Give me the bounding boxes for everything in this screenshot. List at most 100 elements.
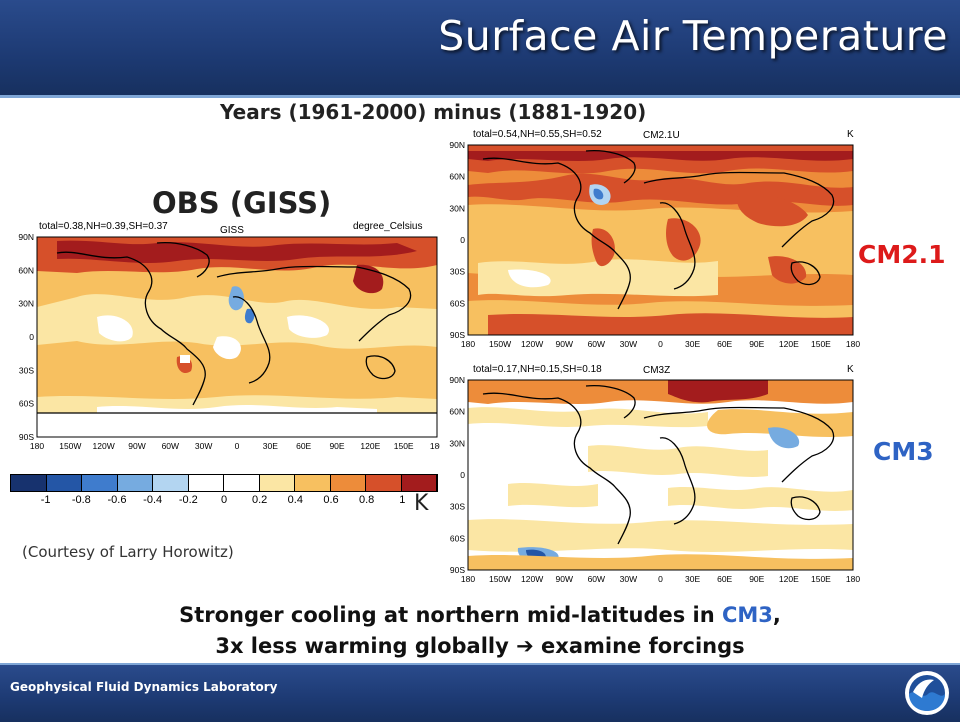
lat-tick-label: 90N (449, 140, 465, 150)
colorbar-cell (330, 475, 366, 491)
conclusion-line2-prefix: 3x less warming globally (215, 634, 517, 658)
arrow-right-icon: ➔ (516, 634, 534, 658)
lon-tick-label: 30E (685, 574, 700, 584)
lat-tick-label: 30N (449, 203, 465, 213)
lon-tick-label: 180 (461, 339, 475, 349)
lon-tick-label: 120W (521, 339, 543, 349)
colorbar-tick-label: -0.8 (71, 494, 91, 506)
obs-map: total=0.38,NH=0.39,SH=0.37 GISS degree_C… (18, 221, 440, 451)
lon-tick-label: 150W (489, 339, 511, 349)
colorbar-cell (295, 475, 331, 491)
lon-tick-label: 0 (658, 339, 663, 349)
colorbar-tick-label: -0.6 (107, 494, 127, 506)
obs-units: degree_Celsius (353, 221, 423, 232)
lon-tick-label: 30W (620, 339, 637, 349)
colorbar-tick-label: 0 (220, 494, 228, 506)
lon-tick-label: 0 (658, 574, 663, 584)
colorbar-tick-label: -1 (40, 494, 51, 506)
lat-tick-label: 30N (18, 299, 34, 309)
lat-tick-label: 30S (450, 267, 465, 277)
lat-tick-label: 60N (449, 407, 465, 417)
lon-tick-label: 120E (779, 574, 799, 584)
colorbar-cell (259, 475, 295, 491)
colorbar-cell (117, 475, 153, 491)
lon-tick-label: 180 (846, 574, 860, 584)
cm21-label: CM2.1 (858, 240, 946, 269)
subtitle: Years (1961-2000) minus (1881-1920) (220, 100, 647, 124)
colorbar-cell (224, 475, 260, 491)
lat-tick-label: 60N (449, 172, 465, 182)
colorbar-cell (11, 475, 47, 491)
lat-tick-label: 30S (450, 502, 465, 512)
lat-tick-label: 60S (450, 533, 465, 543)
colorbar: -1 -0.8 -0.6 -0.4 -0.2 0 0.2 0.4 0.6 0.8 1 (10, 474, 438, 514)
lon-tick-label: 90W (556, 339, 573, 349)
lon-tick-label: 120W (521, 574, 543, 584)
colorbar-cell (82, 475, 118, 491)
obs-stats: total=0.38,NH=0.39,SH=0.37 (39, 221, 168, 232)
lat-tick-label: 0 (460, 470, 465, 480)
colorbar-tick-label: 0.2 (252, 494, 268, 506)
colorbar-tick-label: 0.6 (323, 494, 339, 506)
colorbar-tick-label: 0.8 (359, 494, 375, 506)
conclusion-line1-prefix: Stronger cooling at northern mid-latitud… (179, 603, 722, 627)
colorbar-tick-label: -0.4 (143, 494, 163, 506)
lat-tick-label: 0 (29, 332, 34, 342)
lon-tick-label: 180 (846, 339, 860, 349)
colorbar-tick-label: -0.2 (178, 494, 198, 506)
lat-tick-label: 0 (460, 235, 465, 245)
slide-title: Surface Air Temperature (438, 12, 948, 60)
lat-tick-label: 30N (449, 438, 465, 448)
cm21-units: K (847, 129, 854, 140)
cm3-units: K (847, 364, 854, 375)
cm3-label: CM3 (873, 437, 934, 466)
lat-tick-label: 30S (19, 365, 34, 375)
colorbar-cell (366, 475, 402, 491)
cm3-map: total=0.17,NH=0.15,SH=0.18 CM3Z K 90N 60N… (449, 364, 860, 584)
lon-tick-label: 150W (489, 574, 511, 584)
obs-dataset: GISS (220, 225, 244, 236)
footer-lab-name: Geophysical Fluid Dynamics Laboratory (10, 680, 278, 694)
lat-tick-label: 60S (450, 298, 465, 308)
conclusion-line-1: Stronger cooling at northern mid-latitud… (100, 600, 860, 631)
lon-tick-label: 60W (588, 574, 605, 584)
cm21-plot (467, 144, 854, 336)
lon-tick-label: 150W (59, 441, 81, 451)
lon-tick-label: 30W (195, 441, 212, 451)
lat-tick-label: 90S (19, 432, 34, 442)
conclusion-line1-model: CM3 (722, 603, 773, 627)
lon-tick-label: 60W (588, 339, 605, 349)
noaa-logo-icon (905, 671, 949, 715)
lon-tick-label: 0 (235, 441, 240, 451)
lat-tick-label: 60S (19, 399, 34, 409)
lat-tick-label: 90S (450, 330, 465, 340)
colorbar-cell (46, 475, 82, 491)
conclusion-text: Stronger cooling at northern mid-latitud… (100, 600, 860, 662)
conclusion-line1-suffix: , (772, 603, 781, 627)
footer-bar: Geophysical Fluid Dynamics Laboratory (0, 663, 960, 722)
lon-tick-label: 90W (556, 574, 573, 584)
lon-tick-label: 60E (717, 574, 732, 584)
colorbar-tick-label: 0.4 (287, 494, 303, 506)
lon-tick-label: 60E (717, 339, 732, 349)
lon-tick-label: 30E (263, 441, 278, 451)
colorbar-unit-label: K (414, 491, 429, 516)
lon-tick-label: 180 (30, 441, 44, 451)
lon-tick-label: 180 (430, 441, 440, 451)
courtesy-note: (Courtesy of Larry Horowitz) (22, 543, 234, 561)
obs-label: OBS (GISS) (152, 186, 332, 220)
colorbar-cell (401, 475, 437, 491)
obs-plot (36, 236, 438, 438)
cm21-model: CM2.1U (643, 130, 680, 141)
lon-tick-label: 90E (749, 339, 764, 349)
lat-tick-label: 90N (449, 375, 465, 385)
cm3-plot (467, 379, 854, 571)
lon-tick-label: 60W (162, 441, 179, 451)
conclusion-line-2: 3x less warming globally ➔ examine forci… (100, 631, 860, 662)
lon-tick-label: 30E (685, 339, 700, 349)
lon-tick-label: 90E (329, 441, 344, 451)
lon-tick-label: 120E (360, 441, 380, 451)
cm3-stats: total=0.17,NH=0.15,SH=0.18 (473, 364, 602, 375)
colorbar-ticks: -1 -0.8 -0.6 -0.4 -0.2 0 0.2 0.4 0.6 0.8 1 (10, 494, 438, 510)
conclusion-line2-suffix: examine forcings (533, 634, 745, 658)
